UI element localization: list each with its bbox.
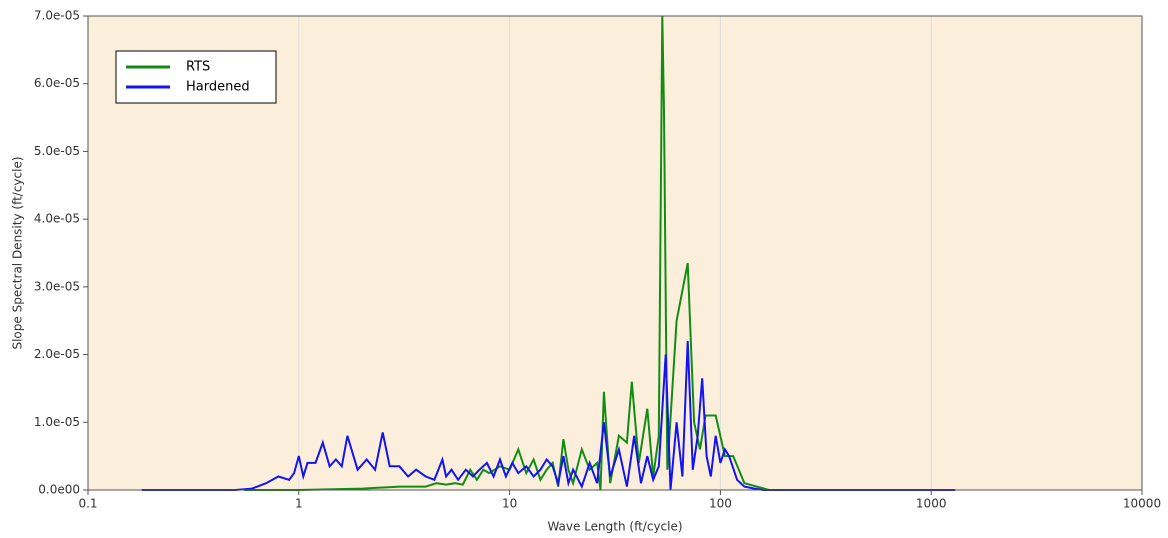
- x-tick-label: 100: [709, 497, 732, 511]
- y-tick-label: 7.0e-05: [34, 9, 80, 23]
- x-tick-label: 10: [502, 497, 517, 511]
- legend-label: RTS: [186, 60, 210, 75]
- legend: RTS Hardened: [115, 50, 277, 104]
- plot-area: [87, 15, 1143, 491]
- y-axis-label: Slope Spectral Density (ft/cycle): [11, 156, 25, 349]
- x-tick-label: 10000: [1123, 497, 1161, 511]
- y-tick-label: 1.0e-05: [34, 415, 80, 429]
- x-tick-label: 1000: [916, 497, 947, 511]
- legend-box: [115, 50, 277, 104]
- x-tick-label: 0.1: [78, 497, 97, 511]
- x-axis-label: Wave Length (ft/cycle): [547, 520, 682, 534]
- y-tick-label: 4.0e-05: [34, 212, 80, 226]
- legend-label: Hardened: [186, 80, 250, 95]
- y-tick-label: 6.0e-05: [34, 76, 80, 90]
- x-tick-label: 1: [295, 497, 303, 511]
- series-line: [141, 340, 956, 491]
- y-tick-label: 2.0e-05: [34, 347, 80, 361]
- y-tick-label: 5.0e-05: [34, 144, 80, 158]
- y-tick-label: 0.0e00: [38, 483, 80, 497]
- y-tick-label: 3.0e-05: [34, 279, 80, 293]
